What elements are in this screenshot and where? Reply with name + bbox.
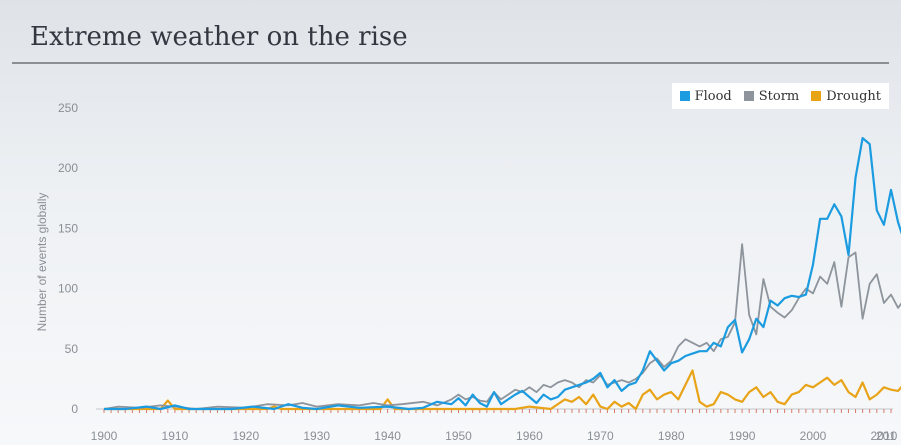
x-tick-label: 1900 <box>91 429 118 443</box>
y-axis-title: Number of events globally <box>35 193 49 332</box>
y-tick-label: 100 <box>58 282 78 296</box>
x-tick-label: 1960 <box>516 429 543 443</box>
legend: Flood Storm Drought <box>671 83 889 109</box>
y-tick-label: 50 <box>65 342 79 356</box>
series-lines <box>103 137 901 411</box>
series-line-flood <box>104 137 901 411</box>
y-tick-label: 250 <box>58 101 78 115</box>
legend-item-storm: Storm <box>743 88 800 104</box>
legend-label: Storm <box>758 88 800 104</box>
x-tick-label: 1940 <box>374 429 401 443</box>
legend-swatch <box>679 91 690 101</box>
legend-item-drought: Drought <box>811 89 881 104</box>
title-divider <box>12 62 889 64</box>
x-tick-label: 2010 <box>871 429 898 443</box>
x-tick-label: 1990 <box>729 429 756 443</box>
legend-item-flood: Flood <box>679 88 732 104</box>
x-tick-label: 1980 <box>658 429 685 443</box>
legend-swatch <box>743 91 754 101</box>
x-tick-label: 2000 <box>800 429 827 443</box>
series-line-storm <box>103 243 901 410</box>
y-tick-label: 0 <box>71 402 78 416</box>
legend-label: Flood <box>694 88 732 104</box>
x-tick-label: 1970 <box>587 429 614 443</box>
x-tick-label: 1920 <box>232 429 259 443</box>
x-tick-label: 1950 <box>445 429 472 443</box>
chart-title: Extreme weather on the rise <box>30 22 408 52</box>
y-tick-label: 150 <box>58 221 78 235</box>
x-tick-label: 1910 <box>162 429 189 443</box>
x-tick-label: 1930 <box>303 429 330 443</box>
y-tick-label: 200 <box>58 161 78 175</box>
legend-label: Drought <box>826 88 881 104</box>
x-tick-label: 201 <box>876 429 896 443</box>
tick-labels: 1900 1910 1920 1930 1940 1950 1960 1970 1980 1990… <box>58 101 898 443</box>
legend-swatch <box>811 91 822 101</box>
